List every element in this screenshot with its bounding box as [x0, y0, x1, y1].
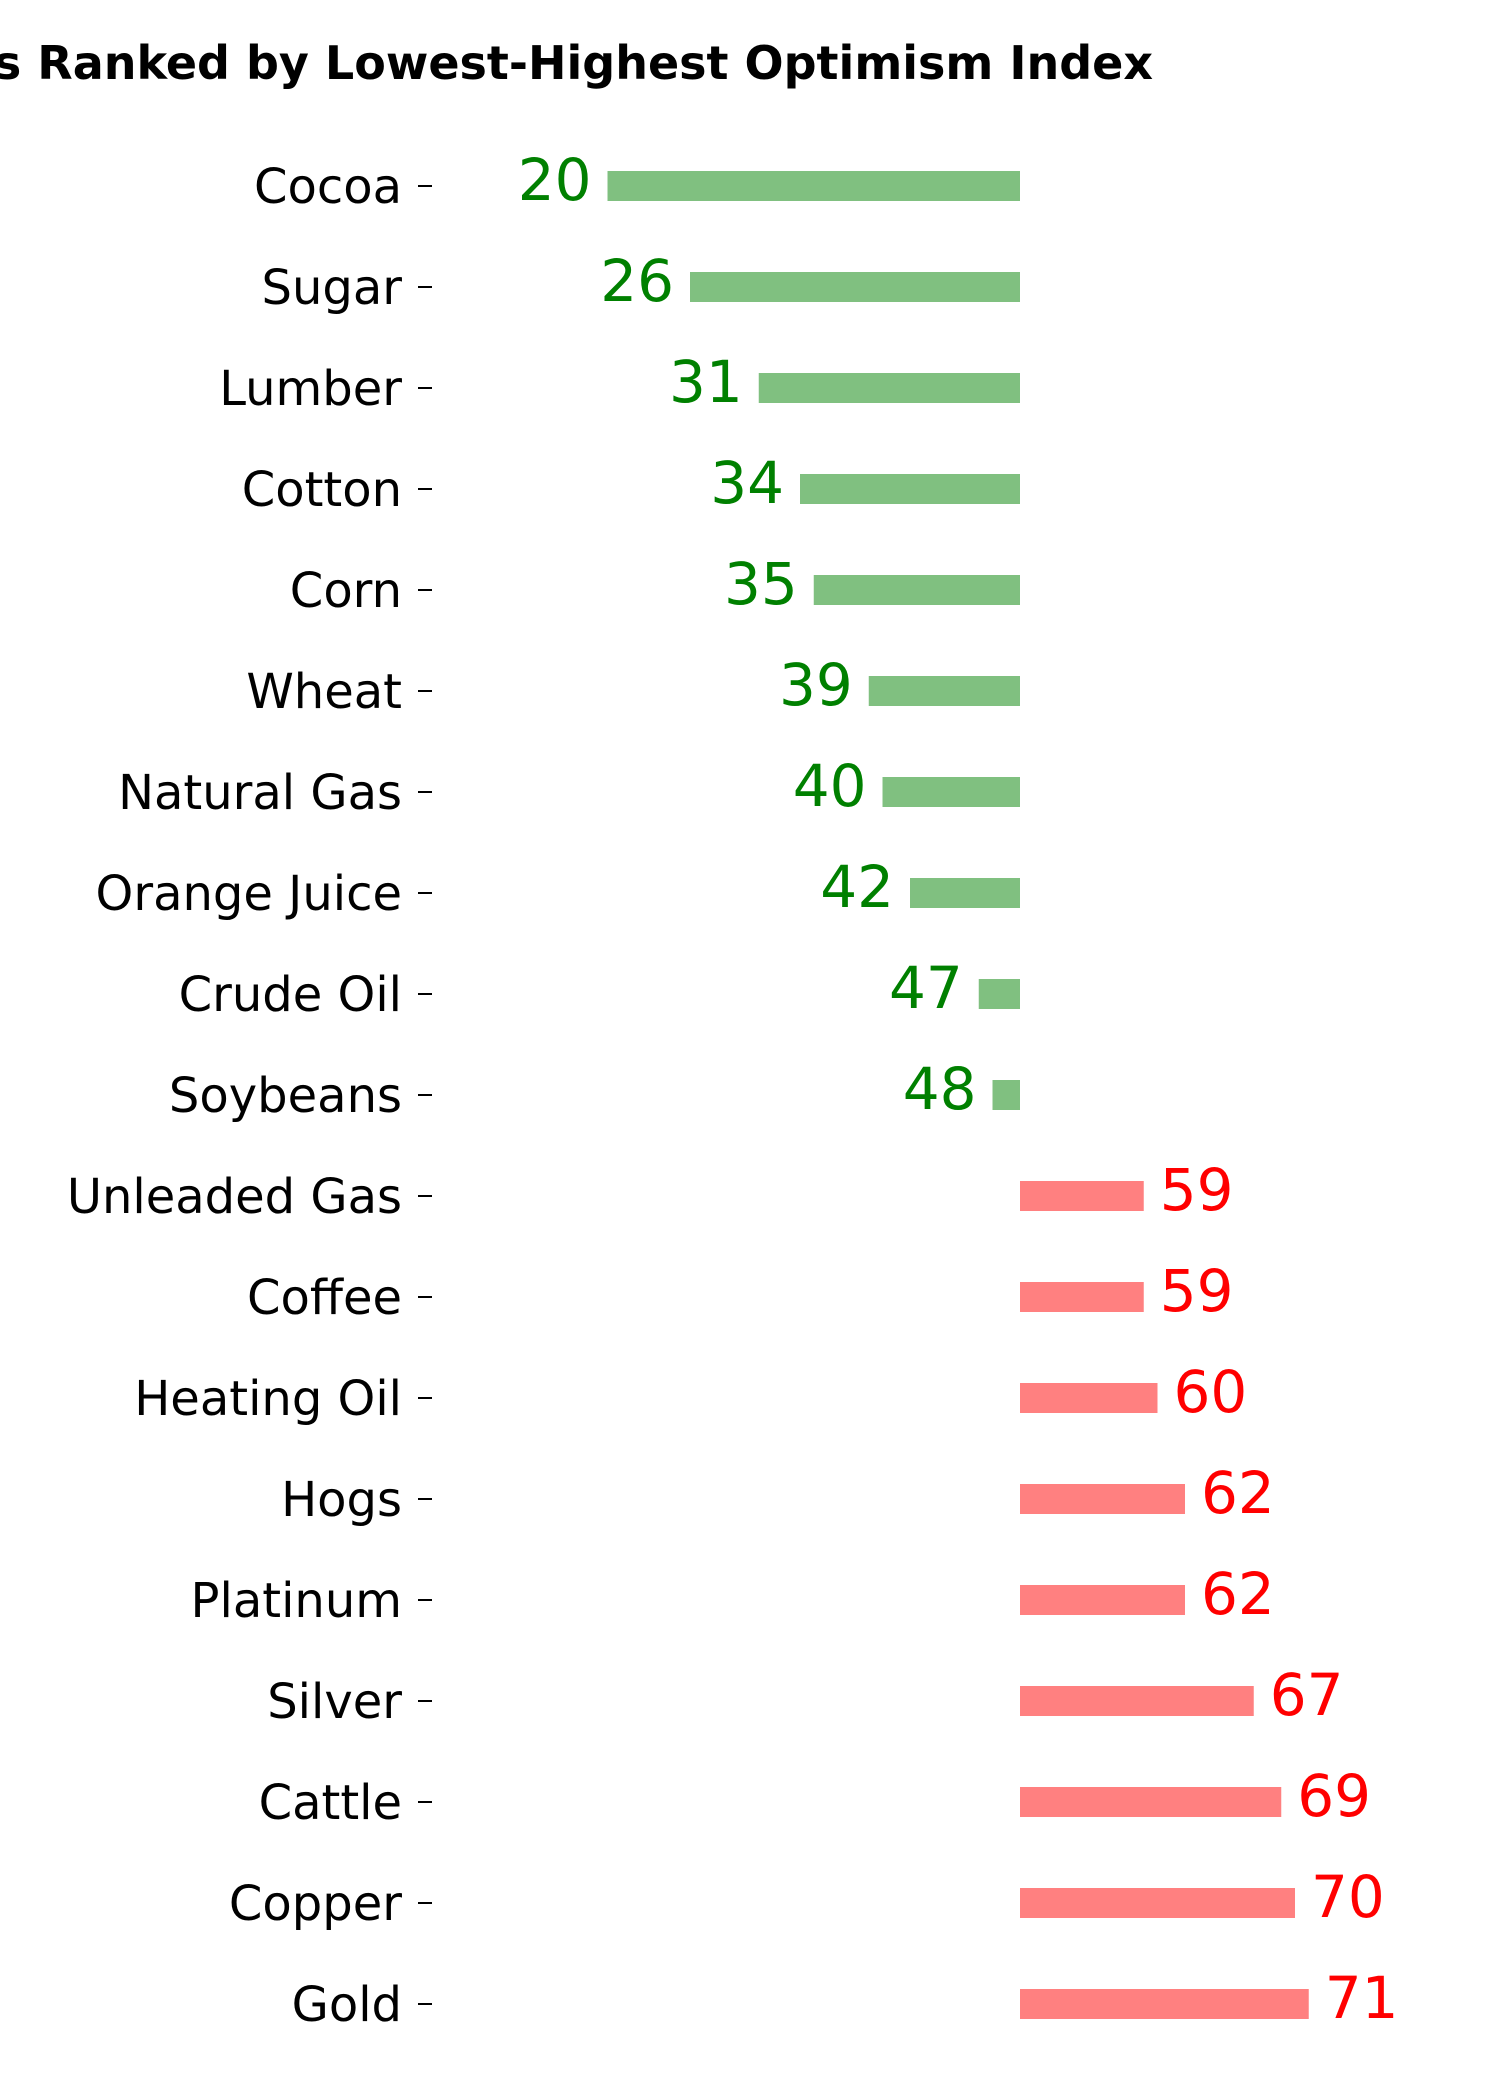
bar-cocoa: [607, 171, 1020, 201]
chart-title: es Ranked by Lowest-Highest Optimism Ind…: [0, 0, 1500, 140]
value-label-hogs: 62: [1201, 1459, 1275, 1527]
value-label-wheat: 39: [779, 651, 853, 719]
bar-soybeans: [992, 1080, 1020, 1110]
chart-title-text: es Ranked by Lowest-Highest Optimism Ind…: [0, 36, 1153, 90]
category-label-hogs: Hogs: [281, 1472, 402, 1528]
category-label-corn: Corn: [290, 563, 402, 619]
bar-gold: [1020, 1989, 1309, 2019]
bar-unleaded-gas: [1020, 1181, 1144, 1211]
category-label-platinum: Platinum: [191, 1573, 402, 1629]
value-label-coffee: 59: [1160, 1257, 1234, 1325]
value-label-cocoa: 20: [518, 146, 592, 214]
value-label-unleaded-gas: 59: [1160, 1156, 1234, 1224]
value-label-silver: 67: [1270, 1661, 1344, 1729]
value-label-heating-oil: 60: [1174, 1358, 1248, 1426]
category-label-coffee: Coffee: [247, 1270, 402, 1326]
bar-crude-oil: [978, 979, 1020, 1009]
category-label-cattle: Cattle: [259, 1775, 402, 1831]
category-label-cotton: Cotton: [242, 462, 402, 518]
category-label-sugar: Sugar: [261, 260, 402, 316]
y-axis-ticks: [418, 185, 432, 2005]
category-label-heating-oil: Heating Oil: [134, 1371, 402, 1427]
bar-cattle: [1020, 1787, 1282, 1817]
value-label-natural-gas: 40: [793, 752, 867, 820]
bar-sugar: [690, 272, 1020, 302]
y-axis-tick-labels: Cocoa Sugar Lumber Cotton Corn Wheat Natural G…: [67, 159, 402, 2033]
category-label-cocoa: Cocoa: [254, 159, 402, 215]
bar-orange-juice: [910, 878, 1020, 908]
category-label-orange-juice: Orange Juice: [96, 866, 402, 922]
bar-hogs: [1020, 1484, 1185, 1514]
bar-natural-gas: [882, 777, 1020, 807]
value-label-orange-juice: 42: [820, 853, 894, 921]
value-label-soybeans: 48: [903, 1055, 977, 1123]
bar-corn: [813, 575, 1020, 605]
value-label-sugar: 26: [600, 247, 674, 315]
bar-silver: [1020, 1686, 1254, 1716]
category-label-unleaded-gas: Unleaded Gas: [67, 1169, 402, 1225]
bar-heating-oil: [1020, 1383, 1158, 1413]
category-label-soybeans: Soybeans: [169, 1068, 402, 1124]
category-label-natural-gas: Natural Gas: [118, 765, 402, 821]
value-label-lumber: 31: [669, 348, 743, 416]
bar-lumber: [758, 373, 1020, 403]
category-label-gold: Gold: [292, 1977, 402, 2033]
bar-cotton: [800, 474, 1020, 504]
category-label-lumber: Lumber: [219, 361, 402, 417]
category-label-crude-oil: Crude Oil: [179, 967, 402, 1023]
category-label-copper: Copper: [229, 1876, 402, 1932]
value-label-gold: 71: [1325, 1964, 1399, 2032]
bar-copper: [1020, 1888, 1295, 1918]
category-label-silver: Silver: [267, 1674, 402, 1730]
value-label-copper: 70: [1311, 1863, 1385, 1931]
bars: [607, 171, 1309, 2019]
value-label-crude-oil: 47: [889, 954, 963, 1022]
value-label-platinum: 62: [1201, 1560, 1275, 1628]
bar-coffee: [1020, 1282, 1144, 1312]
value-label-cattle: 69: [1297, 1762, 1371, 1830]
bar-wheat: [868, 676, 1020, 706]
value-label-cotton: 34: [710, 449, 784, 517]
value-label-corn: 35: [724, 550, 798, 618]
bar-platinum: [1020, 1585, 1185, 1615]
category-label-wheat: Wheat: [246, 664, 402, 720]
